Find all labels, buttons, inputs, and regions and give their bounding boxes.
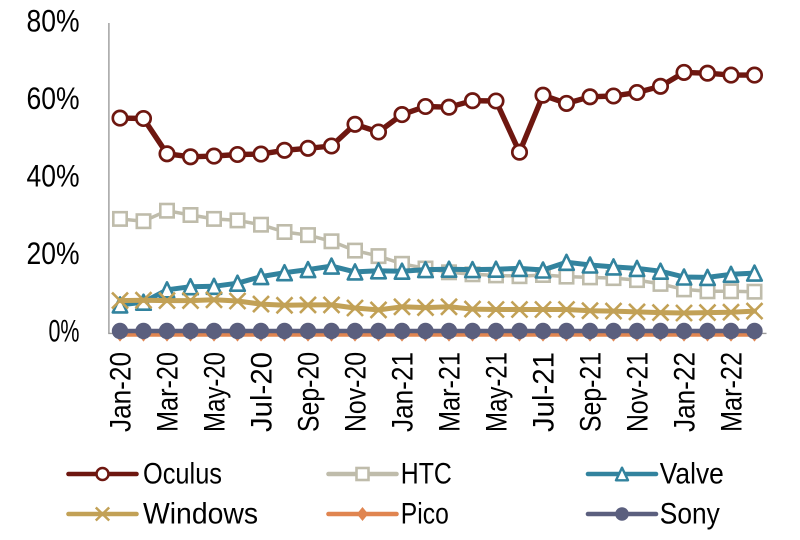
svg-text:Mar-20: Mar-20	[151, 352, 184, 432]
svg-text:HTC: HTC	[401, 458, 452, 491]
svg-text:0%: 0%	[49, 313, 80, 349]
svg-text:Nov-21: Nov-21	[621, 352, 654, 432]
svg-text:Sony: Sony	[660, 498, 720, 531]
svg-text:20%: 20%	[27, 235, 80, 271]
svg-text:Jul-20: Jul-20	[245, 352, 278, 432]
svg-text:Jan-20: Jan-20	[104, 352, 137, 432]
svg-text:Jan-22: Jan-22	[668, 352, 701, 432]
svg-text:Nov-20: Nov-20	[339, 352, 372, 432]
svg-text:Jul-21: Jul-21	[527, 352, 560, 432]
svg-text:Mar-22: Mar-22	[715, 352, 748, 432]
svg-text:80%: 80%	[27, 3, 80, 39]
svg-text:May-21: May-21	[480, 352, 513, 432]
svg-text:Windows: Windows	[143, 498, 258, 531]
svg-text:60%: 60%	[27, 80, 80, 116]
svg-text:Jan-21: Jan-21	[386, 352, 419, 432]
svg-text:40%: 40%	[27, 158, 80, 194]
svg-text:Oculus: Oculus	[143, 458, 222, 491]
svg-text:May-20: May-20	[198, 352, 231, 432]
svg-text:Pico: Pico	[401, 498, 449, 531]
svg-text:Sep-21: Sep-21	[574, 352, 607, 432]
svg-text:Sep-20: Sep-20	[292, 352, 325, 432]
svg-text:Mar-21: Mar-21	[433, 352, 466, 432]
svg-text:Valve: Valve	[660, 458, 724, 491]
